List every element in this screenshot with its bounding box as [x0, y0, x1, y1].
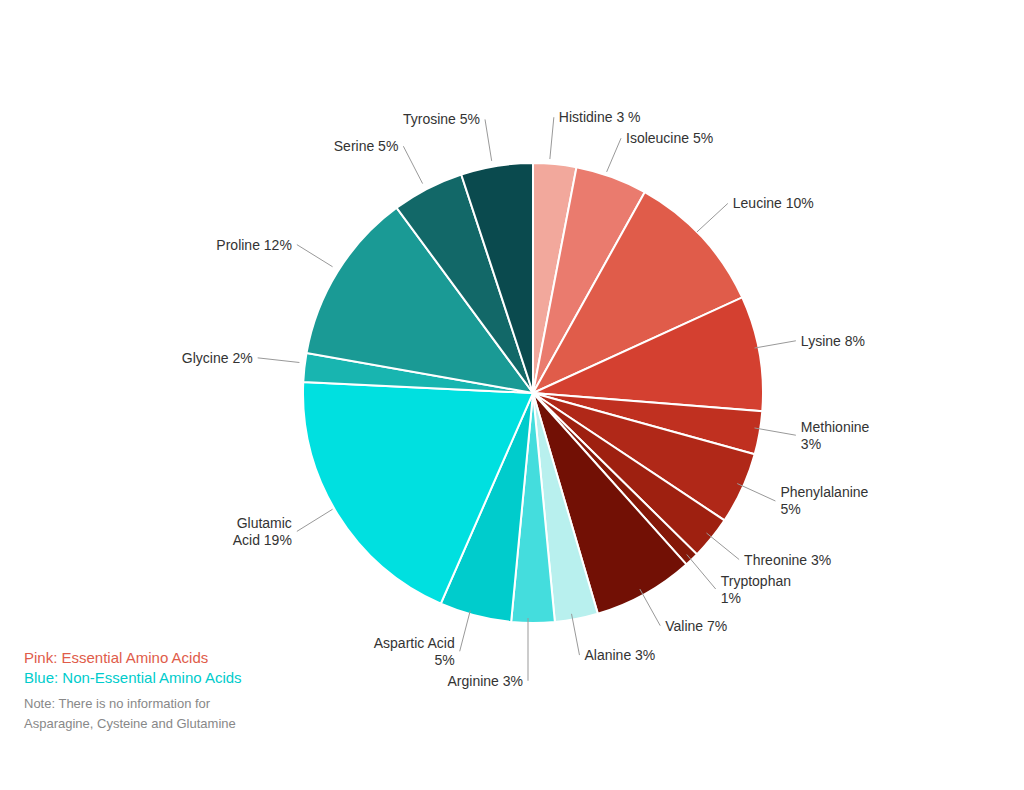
- svg-text:Valine 7%: Valine 7%: [665, 618, 727, 634]
- svg-text:Histidine 3 %: Histidine 3 %: [559, 109, 641, 125]
- svg-text:Arginine 3%: Arginine 3%: [448, 673, 524, 689]
- svg-text:Tryptophan1%: Tryptophan1%: [721, 573, 791, 606]
- svg-text:Methionine3%: Methionine3%: [801, 419, 870, 452]
- svg-text:Threonine 3%: Threonine 3%: [744, 552, 831, 568]
- svg-text:Proline 12%: Proline 12%: [216, 237, 292, 253]
- html-text:Asparagine, Cysteine and Gluta: Asparagine, Cysteine and Glutamine: [24, 716, 236, 731]
- html-text:Blue: Non-Essential Amino Acid: Blue: Non-Essential Amino Acids: [24, 669, 242, 686]
- svg-text:Glycine 2%: Glycine 2%: [182, 350, 253, 366]
- html-text:Note: There is no information: Note: There is no information for: [24, 696, 211, 711]
- html-text:Pink: Essential Amino Acids: Pink: Essential Amino Acids: [24, 649, 209, 666]
- svg-text:Serine 5%: Serine 5%: [334, 138, 399, 154]
- svg-text:Tyrosine 5%: Tyrosine 5%: [403, 111, 480, 127]
- svg-text:Lysine 8%: Lysine 8%: [801, 333, 865, 349]
- svg-text:Leucine 10%: Leucine 10%: [733, 195, 814, 211]
- svg-text:Aspartic Acid5%: Aspartic Acid5%: [374, 635, 455, 668]
- svg-text:Alanine 3%: Alanine 3%: [584, 647, 655, 663]
- svg-text:GlutamicAcid 19%: GlutamicAcid 19%: [233, 515, 292, 548]
- svg-text:Phenylalanine5%: Phenylalanine5%: [780, 484, 868, 517]
- svg-text:Isoleucine 5%: Isoleucine 5%: [626, 130, 713, 146]
